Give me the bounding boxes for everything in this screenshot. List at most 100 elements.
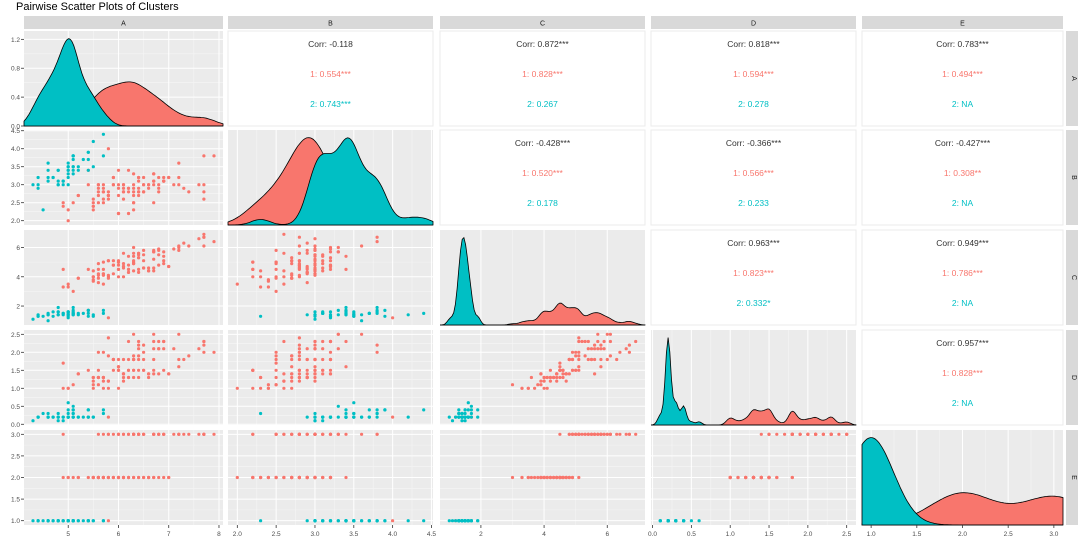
point-cluster1 [313, 244, 317, 248]
density-cluster2 [228, 137, 434, 226]
point-cluster2 [31, 519, 35, 523]
point-cluster2 [305, 415, 309, 419]
point-cluster1 [305, 241, 309, 245]
point-cluster1 [596, 432, 600, 436]
point-cluster2 [352, 310, 356, 314]
correlation-overall: Corr: 0.783*** [936, 39, 989, 49]
correlation-cluster2: 2: NA [952, 298, 974, 308]
point-cluster1 [162, 254, 166, 258]
point-cluster1 [586, 347, 590, 351]
point-cluster2 [31, 183, 35, 187]
point-cluster1 [121, 197, 126, 201]
point-cluster1 [162, 368, 166, 372]
point-cluster2 [71, 310, 75, 314]
row-strip [1066, 330, 1078, 425]
point-cluster1 [321, 339, 325, 344]
point-cluster1 [197, 432, 201, 436]
point-cluster1 [596, 339, 600, 344]
point-cluster1 [297, 379, 301, 383]
point-cluster1 [282, 386, 286, 390]
correlation-cluster1: 1: 0.494*** [942, 69, 983, 79]
point-cluster1 [142, 248, 146, 252]
panel-E-A [24, 430, 223, 525]
point-cluster1 [328, 372, 333, 376]
point-cluster1 [61, 386, 65, 390]
point-cluster1 [790, 475, 794, 480]
point-cluster1 [321, 262, 325, 266]
point-cluster1 [96, 190, 100, 194]
point-cluster1 [101, 267, 105, 271]
x-tick-label: 4 [542, 531, 546, 538]
point-cluster1 [91, 475, 95, 480]
point-cluster1 [328, 250, 333, 254]
point-cluster1 [313, 365, 317, 369]
y-tick-label: 0.8 [11, 66, 20, 73]
y-tick-label: 2.0 [11, 350, 20, 357]
point-cluster1 [111, 183, 115, 187]
point-cluster1 [152, 179, 156, 183]
point-cluster1 [634, 339, 638, 344]
point-cluster1 [202, 235, 206, 239]
point-cluster1 [116, 357, 121, 362]
point-cluster1 [274, 361, 278, 365]
point-cluster1 [290, 357, 294, 362]
point-cluster1 [91, 375, 95, 380]
point-cluster1 [305, 248, 309, 252]
point-cluster1 [157, 247, 161, 251]
correlation-cluster1: 1: 0.823*** [733, 268, 774, 278]
point-cluster1 [76, 372, 80, 376]
point-cluster1 [274, 475, 278, 480]
point-cluster1 [167, 175, 171, 180]
point-cluster2 [81, 157, 85, 162]
point-cluster2 [46, 415, 50, 419]
point-cluster1 [282, 432, 286, 436]
point-cluster1 [564, 379, 568, 383]
point-cluster1 [101, 432, 105, 436]
point-cluster1 [101, 379, 105, 383]
point-cluster2 [61, 311, 65, 315]
point-cluster2 [328, 313, 333, 317]
point-cluster1 [172, 432, 176, 436]
point-cluster1 [91, 379, 95, 383]
point-cluster2 [344, 411, 348, 416]
point-cluster2 [101, 154, 105, 158]
point-cluster1 [558, 475, 562, 480]
point-cluster1 [627, 343, 632, 347]
point-cluster1 [290, 475, 294, 480]
correlation-cluster1: 1: 0.828*** [942, 368, 983, 378]
point-cluster2 [406, 415, 410, 419]
point-cluster2 [336, 313, 340, 317]
point-cluster1 [137, 368, 141, 372]
panel-B-E: Corr: -0.427*** 1: 0.308** 2: NA [861, 129, 1064, 226]
point-cluster1 [360, 244, 364, 248]
point-cluster1 [86, 368, 90, 372]
point-cluster1 [282, 379, 286, 383]
correlation-cluster1: 1: 0.308** [944, 168, 982, 178]
point-cluster1 [157, 183, 161, 187]
point-cluster1 [266, 278, 270, 282]
point-cluster1 [321, 266, 325, 270]
point-cluster1 [552, 375, 556, 380]
correlation-cluster1: 1: 0.520*** [522, 168, 563, 178]
point-cluster2 [447, 519, 451, 523]
point-cluster2 [86, 311, 90, 315]
panel-C-E: Corr: 0.949*** 1: 0.786*** 2: NA [861, 229, 1064, 326]
correlation-overall: Corr: 0.963*** [727, 238, 780, 248]
point-cluster2 [86, 150, 90, 154]
y-tick-label: 1.5 [11, 368, 20, 375]
point-cluster1 [126, 263, 131, 267]
point-cluster1 [574, 368, 578, 372]
panel-E-E [861, 430, 1064, 526]
point-cluster1 [344, 432, 348, 436]
point-cluster1 [152, 201, 156, 205]
point-cluster1 [305, 264, 309, 269]
point-cluster1 [152, 250, 156, 254]
correlation-overall: Corr: -0.366*** [726, 138, 782, 148]
point-cluster1 [157, 190, 161, 194]
point-cluster1 [172, 347, 176, 351]
point-cluster1 [96, 267, 100, 271]
point-cluster1 [96, 475, 100, 480]
point-cluster1 [157, 253, 161, 257]
point-cluster1 [76, 475, 80, 480]
point-cluster1 [583, 339, 587, 344]
